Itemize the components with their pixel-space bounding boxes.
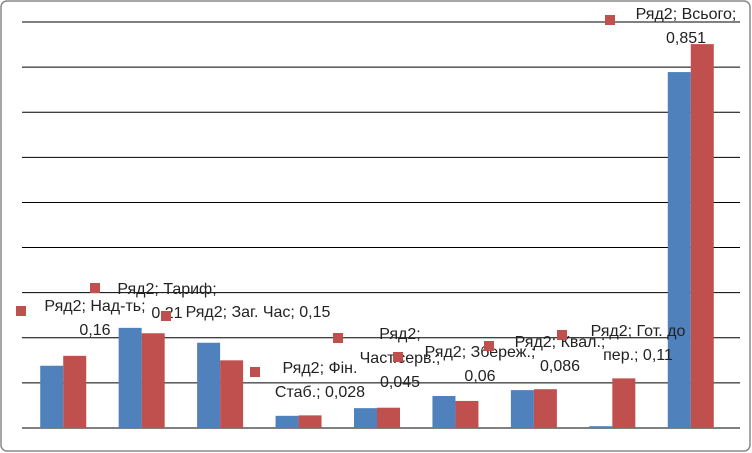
bar xyxy=(510,390,534,428)
bar xyxy=(298,415,322,428)
label-marker xyxy=(161,311,171,321)
data-label: Ряд2; Над-ть; 0,16 xyxy=(44,298,146,339)
data-label: Ряд2; Збереж.; 0,06 xyxy=(424,344,536,385)
bar xyxy=(354,408,377,428)
bar xyxy=(377,407,400,428)
bar xyxy=(220,360,244,428)
bar xyxy=(533,389,557,428)
data-label: Ряд2; Квал.; 0,086 xyxy=(514,334,606,375)
bar xyxy=(612,378,636,428)
bar xyxy=(63,355,87,428)
bar xyxy=(118,327,142,428)
data-label: Ряд2; Заг. Час; 0,15 xyxy=(185,304,331,321)
bar xyxy=(432,395,456,428)
label-marker xyxy=(333,333,343,343)
label-marker xyxy=(605,15,615,25)
label-marker xyxy=(393,352,403,362)
bar xyxy=(667,72,691,428)
data-label: Ряд2; Всього; 0,851 xyxy=(635,6,737,47)
bar xyxy=(197,342,221,428)
label-marker xyxy=(16,306,26,316)
label-marker xyxy=(557,330,567,340)
bar xyxy=(455,400,479,428)
label-marker xyxy=(250,367,260,377)
data-label: Ряд2; Гот. до пер.; 0,11 xyxy=(590,323,686,364)
bar xyxy=(40,365,64,428)
label-marker xyxy=(90,283,100,293)
data-label: Ряд2; Фін. Стаб.; 0,028 xyxy=(274,360,366,401)
bar xyxy=(690,44,714,429)
bar xyxy=(589,426,613,428)
bar xyxy=(141,333,165,428)
bar xyxy=(275,415,299,428)
label-marker xyxy=(484,341,494,351)
